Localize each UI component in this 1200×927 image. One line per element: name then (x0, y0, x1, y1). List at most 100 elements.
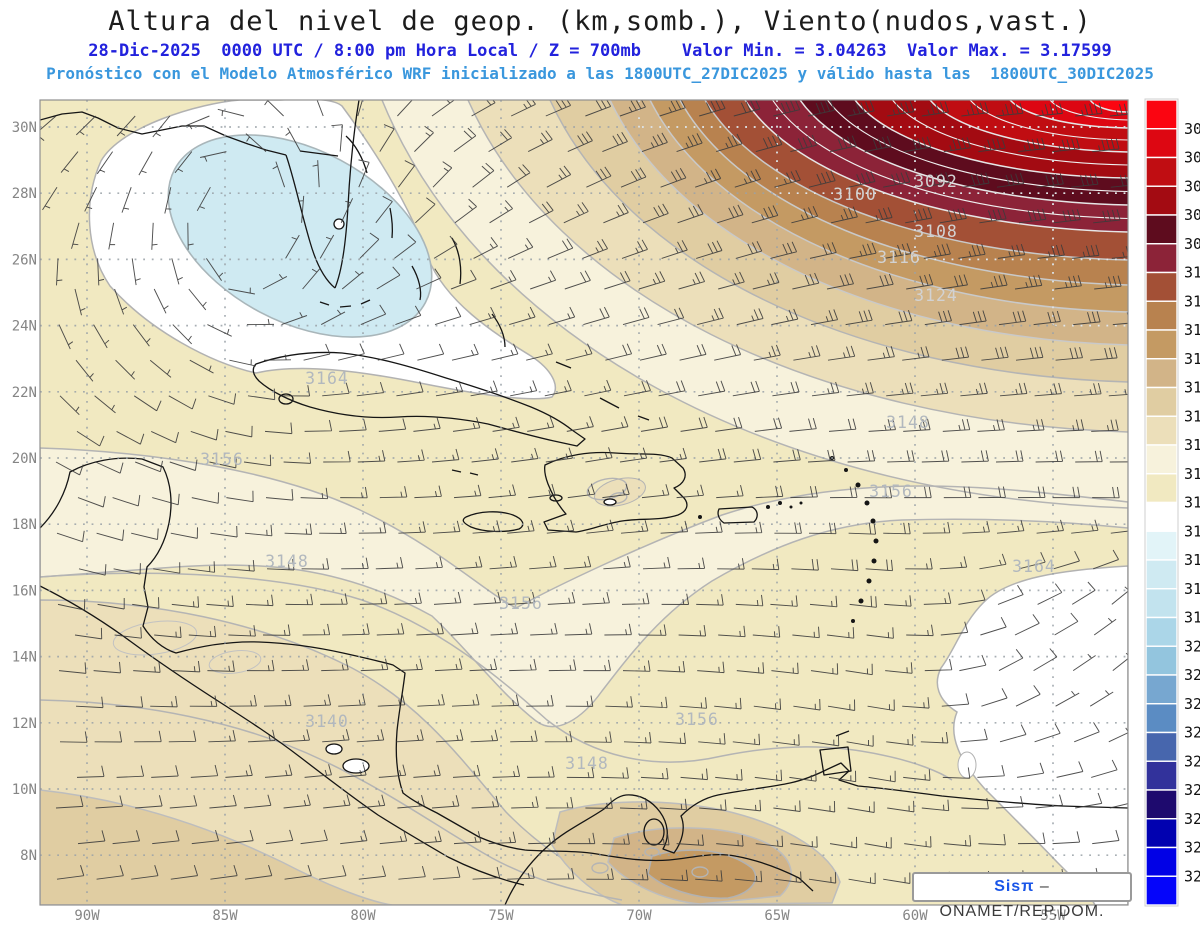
contour-line-minor (892, 100, 1128, 166)
pacific-coastline (40, 585, 525, 886)
lat-label-22N: 22N (12, 385, 37, 401)
ridge-white-region-east (936, 565, 1128, 905)
lake-managua (325, 743, 343, 755)
contour-line (1009, 100, 1128, 129)
lat-label-12N: 12N (12, 716, 37, 732)
contour-line (704, 100, 1128, 261)
puerto-rico-coastline (717, 506, 758, 524)
colorbar-cell (1145, 415, 1178, 446)
colorbar-label-3212: 3212 (1184, 666, 1200, 684)
lesser-antilles-islands (698, 456, 879, 623)
colorbar-label-3236: 3236 (1184, 752, 1200, 770)
contour-line-minor (1049, 100, 1128, 121)
contour-line (854, 100, 1128, 179)
colorbar-cell (1145, 588, 1178, 619)
colorbar: 3060 3068 3076 3084 3092 3100 3108 3116 3124 3132… (1144, 98, 1200, 907)
colorbar-cell (1145, 501, 1178, 532)
colorbar-cell (1145, 444, 1178, 475)
lat-label-10N: 10N (12, 782, 37, 798)
colorbar-cell (1145, 329, 1178, 360)
orographic-contour-ring (591, 862, 609, 874)
contour-line (40, 572, 953, 781)
colorbar-label-3244: 3244 (1184, 781, 1200, 799)
lat-label-30N: 30N (12, 120, 37, 136)
colorbar-cell (1145, 846, 1178, 877)
us-gulf-coastline (40, 111, 287, 156)
colorbar-label-3068: 3068 (1184, 149, 1200, 167)
jamaica-coastline (462, 511, 524, 533)
contour-line (744, 100, 1128, 233)
contour-label-3156: 3156 (675, 710, 719, 729)
lon-label-80W: 80W (350, 908, 376, 924)
ridge-white-spot (957, 751, 977, 779)
colorbar-label-3180: 3180 (1184, 551, 1200, 569)
orographic-contour-ring (691, 866, 709, 878)
colorbar-label-3108: 3108 (1184, 292, 1200, 310)
contour-line (40, 699, 623, 901)
lat-label-20N: 20N (12, 451, 37, 467)
contour-label-3116: 3116 (877, 248, 921, 267)
colorbar-label-3156: 3156 (1184, 465, 1200, 483)
lat-label-18N: 18N (12, 517, 37, 533)
model-info-line: Pronóstico con el Modelo Atmosférico WRF… (46, 64, 1154, 83)
cuba-coastline (252, 351, 586, 447)
colorbar-cell (1145, 875, 1178, 906)
colorbar-cell (1145, 818, 1178, 849)
sispi-logo: Sisπ (994, 878, 1035, 895)
cayman-islands (451, 469, 479, 476)
wind-barbs (40, 100, 1128, 885)
lat-label-16N: 16N (12, 583, 37, 599)
page-title: Altura del nivel de geop. (km,somb.), Vi… (108, 6, 1092, 37)
colorbar-cell (1145, 760, 1178, 791)
gonave-island (549, 494, 563, 502)
contour-label-3124: 3124 (914, 286, 958, 305)
colorbar-cell (1145, 358, 1178, 389)
colorbar-cell (1145, 616, 1178, 647)
contour-line-minor (969, 100, 1128, 141)
geopotential-contour-bands (382, 100, 1128, 508)
contour-value-labels: 3100 3092 3108 3116 3124 3148 3156 3164 3164 3156… (200, 172, 1056, 773)
contour-label-3148: 3148 (265, 552, 309, 571)
contour-line (799, 100, 1128, 206)
contour-lines (40, 100, 1128, 901)
lat-label-24N: 24N (12, 319, 37, 335)
coastlines (40, 100, 1128, 905)
colorbar-label-3076: 3076 (1184, 177, 1200, 195)
colorbar-label-3140: 3140 (1184, 407, 1200, 425)
contour-label-3100: 3100 (833, 185, 877, 204)
lon-label-60W: 60W (902, 908, 928, 924)
colorbar-label-3092: 3092 (1184, 235, 1200, 253)
central-america-coastline (40, 457, 814, 892)
contour-label-3164: 3164 (1012, 557, 1056, 576)
colorbar-cell (1145, 674, 1178, 705)
florida-coastline (285, 100, 371, 308)
lake-maracaibo (643, 818, 665, 846)
colorbar-cell (1145, 156, 1178, 187)
contour-line (609, 100, 1128, 346)
colorbar-label-3172: 3172 (1184, 522, 1200, 540)
lon-label-85W: 85W (212, 908, 238, 924)
colorbar-cell (1145, 559, 1178, 590)
colorbar-cell (1145, 214, 1178, 245)
contour-line (549, 100, 1128, 383)
colorbar-label-3196: 3196 (1184, 609, 1200, 627)
contour-label-3108: 3108 (914, 222, 958, 241)
lon-label-65W: 65W (764, 908, 790, 924)
contour-line-minor (827, 100, 1128, 193)
contour-line (467, 100, 1128, 433)
colorbar-label-3252: 3252 (1184, 810, 1200, 828)
colorbar-label-3268: 3268 (1184, 867, 1200, 885)
lat-label-28N: 28N (12, 186, 37, 202)
lat-label-14N: 14N (12, 650, 37, 666)
colorbar-label-3220: 3220 (1184, 695, 1200, 713)
colorbar-cell (1145, 99, 1178, 130)
colorbar-frame (1144, 98, 1179, 907)
lon-label-75W: 75W (488, 908, 514, 924)
contour-line (929, 100, 1128, 153)
trinidad-island (819, 746, 852, 776)
colorbar-label-3204: 3204 (1184, 637, 1200, 655)
geopotential-ridge-regions (40, 100, 1128, 905)
wind-barb-field (40, 100, 1128, 885)
